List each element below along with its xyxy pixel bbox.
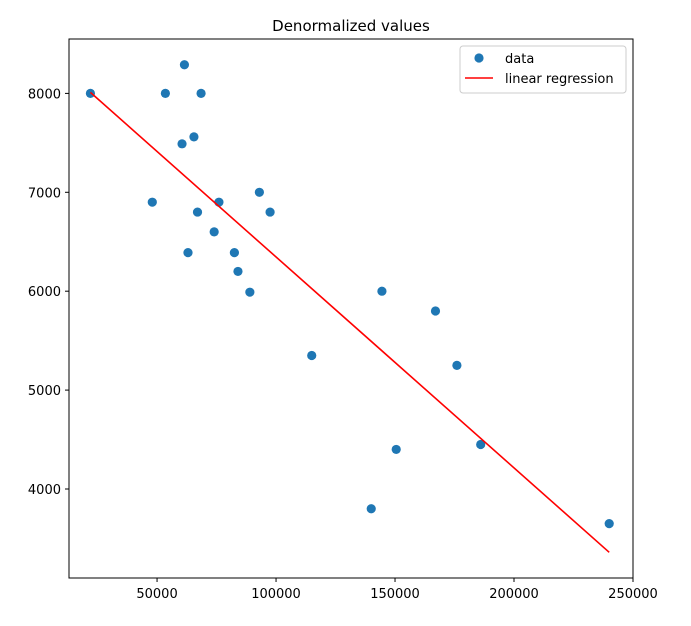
y-tick-label: 7000 <box>28 186 61 201</box>
data-point <box>183 248 193 258</box>
data-point <box>391 444 401 455</box>
data-point <box>430 306 441 316</box>
data-point <box>245 287 255 297</box>
data-point <box>179 60 190 70</box>
data-point <box>366 504 376 514</box>
data-point <box>604 519 614 529</box>
y-tick-label: 6000 <box>28 285 61 300</box>
plot-area <box>85 60 614 553</box>
y-tick-label: 8000 <box>28 87 61 102</box>
x-tick-label: 250000 <box>608 587 658 602</box>
data-point <box>192 207 203 217</box>
x-tick-label: 150000 <box>370 587 420 602</box>
axes: 50000 100000 150000 200000 250000 4000 5000 600… <box>28 38 658 602</box>
y-tick-label: 4000 <box>28 483 61 498</box>
data-point <box>189 132 199 142</box>
data-point <box>177 139 187 149</box>
data-point <box>196 88 206 98</box>
legend-label: data <box>505 52 534 67</box>
data-point <box>476 439 486 450</box>
x-tick-label: 100000 <box>251 587 301 602</box>
x-tick-label: 200000 <box>489 587 539 602</box>
chart-title: Denormalized values <box>272 17 430 35</box>
data-point <box>307 350 317 361</box>
data-point <box>452 360 462 370</box>
data-point <box>377 286 387 296</box>
data-point <box>265 207 275 217</box>
data-point <box>160 88 170 98</box>
legend-marker-data <box>474 53 484 63</box>
y-tick-label: 5000 <box>28 384 61 399</box>
data-point <box>147 197 157 207</box>
data-point <box>233 266 243 277</box>
legend-label: linear regression <box>505 72 614 87</box>
regression-line <box>89 91 610 553</box>
legend-box <box>459 45 627 94</box>
legend: data linear regression <box>459 45 627 94</box>
data-point <box>254 187 264 197</box>
axes-frame <box>68 38 634 579</box>
data-point <box>229 248 239 258</box>
x-tick-label: 50000 <box>136 587 177 602</box>
data-point <box>209 227 219 237</box>
